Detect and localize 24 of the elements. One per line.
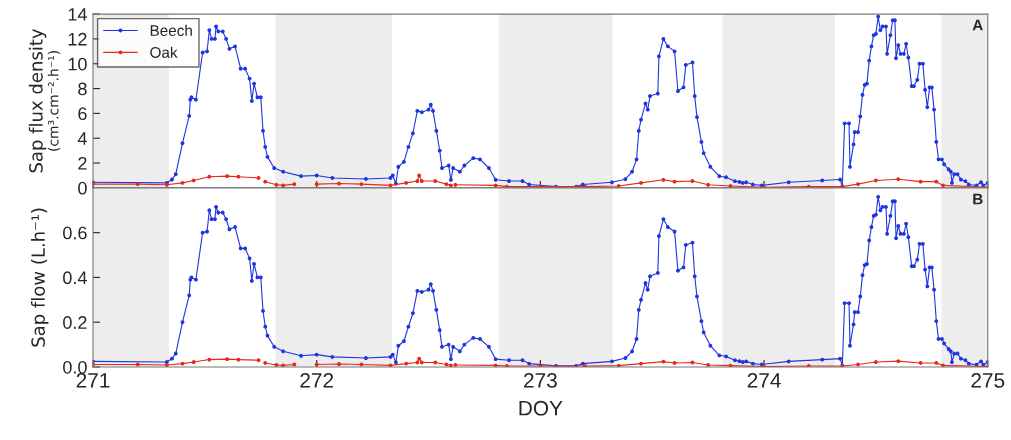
y-tick-label: 10 (68, 57, 87, 71)
y-axis-title: Sap flux density (cm³.cm⁻².h⁻¹) (28, 28, 61, 173)
y-axis-title: Sap flow (L.h⁻¹) (31, 208, 49, 347)
legend-label: Beech (150, 24, 192, 36)
annotation: A (972, 19, 983, 31)
y-tick-label: 6 (78, 107, 87, 121)
y-tick-label: 4 (77, 132, 87, 145)
y-tick-label: 2 (78, 156, 87, 170)
annotation: B (973, 193, 983, 205)
y-tick-label: 0.6 (63, 226, 87, 240)
y-tick-label: 12 (68, 32, 87, 46)
x-tick-label: 271 (76, 373, 110, 388)
x-tick-label: 272 (300, 373, 334, 388)
legend-label: Oak (150, 46, 178, 58)
y-tick-label: 14 (68, 8, 87, 21)
y-tick-label: 0.2 (63, 316, 87, 329)
y-tick-label: 0 (78, 181, 87, 195)
y-tick-label: 0.0 (63, 360, 87, 374)
x-axis-title: DOY (519, 400, 563, 416)
x-tick-label: 274 (747, 373, 781, 388)
x-tick-label: 273 (524, 373, 557, 388)
x-tick-label: 275 (971, 373, 1005, 388)
y-tick-label: 0.4 (63, 271, 87, 285)
y-tick-label: 8 (78, 82, 87, 96)
